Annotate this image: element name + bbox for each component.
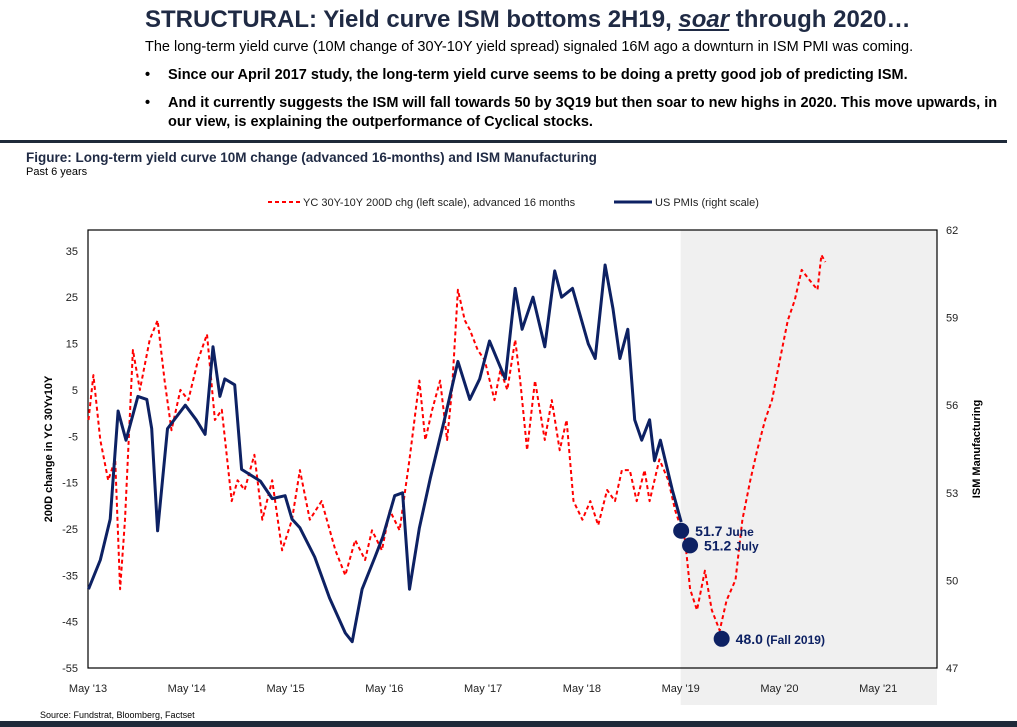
y-left-tick-label: -45 (62, 617, 78, 629)
y-right-tick-label: 47 (946, 663, 958, 675)
x-tick-label: May '15 (266, 683, 304, 695)
divider (0, 721, 1017, 727)
y-left-axis-label: 200D change in YC 30Yv10Y (43, 375, 55, 522)
y-left-tick-label: 15 (66, 339, 78, 351)
title-prefix: STRUCTURAL: Yield curve ISM bottoms 2H19… (145, 6, 679, 33)
divider (0, 140, 1007, 143)
y-left-tick-label: 25 (66, 292, 78, 304)
page-title: STRUCTURAL: Yield curve ISM bottoms 2H19… (145, 6, 910, 34)
bullet-icon: • (145, 95, 151, 111)
x-tick-label: May '21 (859, 683, 897, 695)
bullet-text: Since our April 2017 study, the long-ter… (168, 67, 908, 83)
annotation-label: 51.2 July (704, 537, 759, 553)
y-right-tick-label: 53 (946, 488, 958, 500)
x-tick-label: May '14 (168, 683, 206, 695)
annotation-value: 48.0 (736, 631, 763, 647)
x-tick-label: May '19 (662, 683, 700, 695)
y-right-tick-label: 56 (946, 400, 958, 412)
legend-label-yc: YC 30Y-10Y 200D chg (left scale), advanc… (303, 197, 576, 209)
x-tick-label: May '18 (563, 683, 601, 695)
chart: YC 30Y-10Y 200D chg (left scale), advanc… (43, 197, 983, 705)
plot-frame (87, 229, 938, 669)
bullet-item: • Since our April 2017 study, the long-te… (145, 66, 1015, 85)
y-left-tick-label: -35 (62, 570, 78, 582)
y-right-tick-label: 50 (946, 575, 958, 587)
legend-label-pmi: US PMIs (right scale) (655, 197, 759, 209)
annotation-value: 51.2 (704, 537, 731, 553)
y-left-tick-label: -55 (62, 663, 78, 675)
annotation-label: 51.7 June (695, 523, 754, 539)
series-line-pmi (87, 263, 683, 644)
page-subtitle: The long-term yield curve (10M change of… (145, 39, 914, 55)
title-suffix: through 2020… (729, 6, 911, 33)
source-note: Source: Fundstrat, Bloomberg, Factset (40, 710, 195, 720)
bullet-text: And it currently suggests the ISM will f… (168, 95, 998, 130)
bullet-icon: • (145, 67, 151, 83)
y-left-tick-label: 5 (72, 385, 78, 397)
annotation-value: 51.7 (695, 523, 722, 539)
x-tick-label: May '17 (464, 683, 502, 695)
y-left-tick-label: 35 (66, 246, 78, 258)
x-tick-label: May '16 (365, 683, 403, 695)
series-line-yc (87, 254, 827, 632)
annotation-note: June (722, 525, 754, 539)
annotation-note: (Fall 2019) (763, 633, 825, 647)
y-right-axis-label: ISM Manufacturing (971, 400, 983, 498)
forecast-shaded-region (680, 230, 937, 705)
y-right-tick-label: 59 (946, 313, 958, 325)
figure-title: Figure: Long-term yield curve 10M change… (26, 150, 597, 165)
figure-subtitle: Past 6 years (26, 166, 88, 178)
annotation-label: 48.0 (Fall 2019) (736, 631, 825, 647)
annotation-note: July (731, 539, 759, 553)
x-tick-label: May '20 (760, 683, 798, 695)
y-left-tick-label: -5 (68, 431, 78, 443)
annotation-marker (673, 522, 690, 539)
title-emphasis: soar (678, 6, 730, 33)
annotation-marker (713, 630, 730, 647)
y-left-tick-label: -15 (62, 478, 78, 490)
y-right-tick-label: 62 (946, 225, 958, 237)
bullet-item: • And it currently suggests the ISM will … (145, 94, 1015, 132)
x-tick-label: May '13 (69, 683, 107, 695)
y-left-tick-label: -25 (62, 524, 78, 536)
annotation-marker (682, 537, 699, 554)
